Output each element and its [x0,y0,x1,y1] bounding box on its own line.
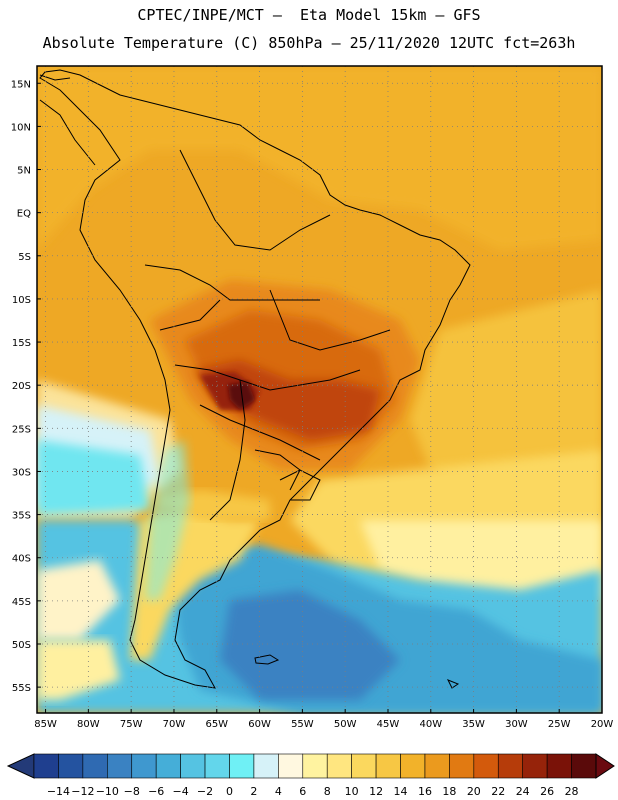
latitude-labels: 15N 10N 5N EQ 5S 10S 15S 20S 25S 30S 35S 40S 45S 50S 5… [11,79,41,694]
colorbar-swatch [229,753,255,779]
colorbar-label: 22 [491,785,505,798]
colorbar-swatch [546,753,572,779]
colorbar-swatch [131,753,157,779]
lon-label: 45W [377,719,400,730]
colorbar-swatch [424,753,450,779]
colorbar-swatch [33,753,59,779]
colorbar-label: 8 [324,785,331,798]
lat-label: 50S [12,640,31,651]
lat-label: 40S [12,554,31,565]
colorbar-swatch [375,753,401,779]
colorbar-label: 12 [369,785,383,798]
lon-label: 20W [591,719,614,730]
coastlines [39,69,471,689]
lon-label: 50W [334,719,357,730]
lat-label: 5N [17,166,31,177]
colorbar-swatch [326,753,352,779]
colorbar-label: −8 [124,785,140,798]
graticule [37,66,603,713]
colorbar-swatch [82,753,108,779]
map-frame [36,65,603,714]
colorbar-label: 6 [299,785,306,798]
lat-label: 20S [12,381,31,392]
lon-label: 80W [77,719,100,730]
colorbar-label: 2 [250,785,257,798]
colorbar-swatch [571,753,597,779]
colorbar-swatch [473,753,499,779]
colorbar-swatch [253,753,279,779]
colorbar-swatch [302,753,328,779]
lon-label: 65W [205,719,228,730]
colorbar-swatch [522,753,548,779]
lat-label: 15S [12,338,31,349]
lat-label: 35S [12,511,31,522]
colorbar-label: 20 [467,785,481,798]
lon-label: 40W [419,719,442,730]
lon-label: 70W [163,719,186,730]
colorbar-label: 0 [226,785,233,798]
colorbar-label: −4 [172,785,188,798]
colorbar-label: 16 [418,785,432,798]
colorbar-swatch [204,753,230,779]
colorbar-label: 14 [394,785,408,798]
colorbar-label: 18 [442,785,456,798]
temperature-field [37,66,602,713]
lat-label: 55S [12,683,31,694]
title-line-1: CPTEC/INPE/MCT – Eta Model 15km – GFS [137,6,481,24]
colorbar-swatch [58,753,84,779]
lat-label: 5S [18,252,31,263]
lon-label: 30W [505,719,528,730]
colorbar-swatch [180,753,206,779]
lat-label: 15N [11,79,31,90]
colorbar-label: −10 [96,785,119,798]
colorbar-label: 4 [275,785,282,798]
colorbar-swatch [351,753,377,779]
lat-label: EQ [17,209,31,220]
lon-label: 35W [462,719,485,730]
lon-label: 60W [248,719,271,730]
colorbar-label: −14 [47,785,70,798]
colorbar-left-arrow [6,753,35,779]
colorbar-label: −2 [197,785,213,798]
colorbar-label: −12 [71,785,94,798]
colorbar-swatch [449,753,475,779]
colorbar-swatch [107,753,133,779]
lat-label: 30S [12,467,31,478]
lat-label: 10N [11,122,31,133]
lon-label: 55W [291,719,314,730]
colorbar: −14 −12 −10 −8 −6 −4 −2 0 2 4 6 8 10 12 14 16 18 20 22 24 26… [6,753,615,798]
colorbar-right-arrow [595,753,615,779]
lon-label: 25W [548,719,571,730]
lon-label: 85W [34,719,57,730]
colorbar-swatch [400,753,426,779]
colorbar-label: 10 [345,785,359,798]
lon-label: 75W [120,719,143,730]
colorbar-label: −6 [148,785,164,798]
longitude-labels: 85W 80W 75W 70W 65W 60W 55W 50W 45W 40W 35W 30W 25W 2… [34,709,613,730]
colorbar-label: 28 [565,785,579,798]
colorbar-swatch [497,753,523,779]
lat-label: 45S [12,597,31,608]
lat-label: 10S [12,295,31,306]
colorbar-label: 26 [540,785,554,798]
title-line-2: Absolute Temperature (C) 850hPa – 25/11/… [42,34,576,52]
colorbar-label: 24 [516,785,530,798]
colorbar-swatch [155,753,181,779]
colorbar-swatch [278,753,304,779]
lat-label: 25S [12,424,31,435]
